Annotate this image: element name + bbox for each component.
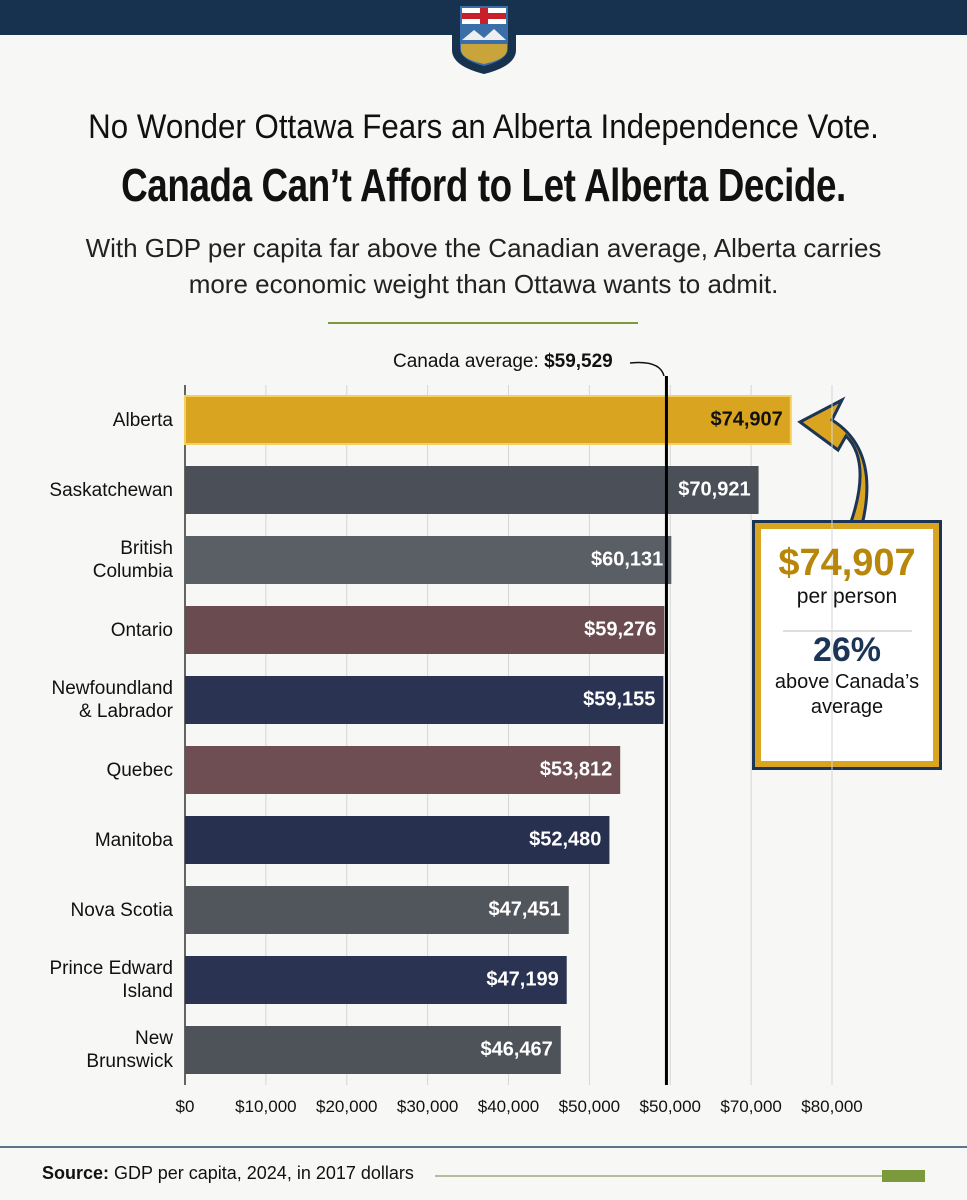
value-label: $59,155 xyxy=(583,688,656,711)
callout-amount-text: per person xyxy=(796,585,898,608)
value-label: $52,480 xyxy=(529,828,602,851)
bar xyxy=(185,606,665,654)
average-pointer xyxy=(629,361,665,377)
shield-mountains xyxy=(462,29,506,40)
category-label: New Brunswick xyxy=(86,1028,173,1072)
bar xyxy=(185,886,569,934)
x-tick-label: $20,000 xyxy=(316,1097,378,1116)
shield-cross-h xyxy=(462,13,506,19)
bar xyxy=(185,676,664,724)
category-label: Quebec xyxy=(106,759,173,781)
x-tick-label: $0 xyxy=(175,1097,195,1116)
bar xyxy=(184,395,792,445)
bar xyxy=(185,816,610,864)
value-label: $60,131 xyxy=(591,548,664,571)
headline: Canada Can’t Afford to Let Alberta Decid… xyxy=(121,159,846,211)
bar xyxy=(185,956,567,1004)
title: No Wonder Ottawa Fears an Alberta Indepe… xyxy=(88,108,879,146)
bar xyxy=(185,466,759,514)
footer-accent xyxy=(882,1170,925,1182)
callout-box xyxy=(755,523,939,767)
bar xyxy=(185,1026,561,1074)
average-value: $59,529 xyxy=(544,351,613,372)
x-tick-label: $40,000 xyxy=(477,1097,540,1116)
x-tick-label: $50,000 xyxy=(639,1097,701,1116)
value-label: $47,451 xyxy=(488,898,561,921)
x-tick-label: $70,000 xyxy=(720,1097,782,1116)
average-label: Canada average: xyxy=(393,351,539,372)
value-label: $47,199 xyxy=(486,968,559,991)
x-tick-label: $10,000 xyxy=(235,1097,297,1116)
category-label: Manitoba xyxy=(94,829,173,851)
callout: $74,907 per person 26% above Canada’s av… xyxy=(766,534,928,720)
x-tick-label: $50,000 xyxy=(558,1097,621,1116)
x-tick-label: $80,000 xyxy=(801,1097,863,1116)
category-label: Ontario xyxy=(110,619,173,641)
category-label: Saskatchewan xyxy=(49,479,173,501)
callout-amount: $74,907 xyxy=(778,542,916,584)
callout-arrow xyxy=(797,396,869,527)
value-label: $46,467 xyxy=(480,1038,553,1061)
shield-field xyxy=(461,44,507,64)
average-note: Canada average: $59,529 xyxy=(393,351,613,373)
value-label: $74,907 xyxy=(710,408,783,431)
bar xyxy=(185,746,621,794)
source-label: Source: xyxy=(42,1163,110,1183)
category-label: Alberta xyxy=(112,409,173,431)
source-note: Source: GDP per capita, 2024, in 2017 do… xyxy=(42,1163,414,1184)
value-label: $70,921 xyxy=(678,478,751,501)
callout-percent: 26% xyxy=(812,631,882,669)
value-label: $53,812 xyxy=(539,758,613,781)
category-label: Prince Edward Island xyxy=(49,958,173,1002)
category-label: Nova Scotia xyxy=(70,899,173,921)
subtitle: With GDP per capita far above the Canadi… xyxy=(85,233,882,299)
value-label: $59,276 xyxy=(584,618,657,641)
source: GDP per capita, 2024, in 2017 dollars xyxy=(114,1163,414,1183)
bar xyxy=(185,536,672,584)
x-tick-label: $30,000 xyxy=(396,1097,459,1116)
callout-percent-text: above Canada’s average xyxy=(774,671,920,718)
category-label: Newfoundland & Labrador xyxy=(51,678,173,722)
category-label: British Columbia xyxy=(92,538,173,582)
